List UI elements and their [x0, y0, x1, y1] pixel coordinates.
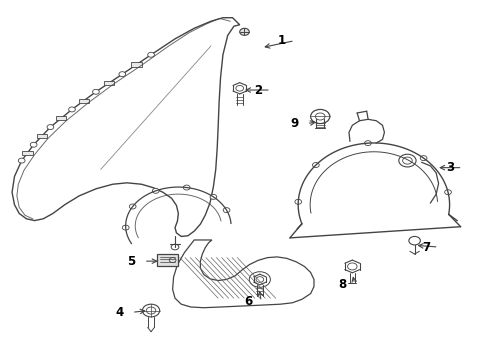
- Bar: [79, 99, 89, 103]
- Text: 7: 7: [421, 240, 429, 253]
- Circle shape: [183, 185, 190, 190]
- Bar: [37, 134, 47, 138]
- Bar: [56, 116, 66, 120]
- Text: 8: 8: [337, 278, 346, 291]
- Circle shape: [152, 188, 159, 193]
- Text: 2: 2: [254, 84, 262, 96]
- Text: 4: 4: [115, 306, 123, 319]
- Circle shape: [239, 28, 249, 35]
- Circle shape: [129, 204, 136, 209]
- Text: 6: 6: [244, 295, 252, 308]
- Circle shape: [92, 89, 99, 94]
- Bar: [103, 81, 114, 85]
- Text: 9: 9: [289, 117, 298, 130]
- Circle shape: [142, 304, 160, 317]
- Circle shape: [223, 208, 229, 213]
- Circle shape: [147, 52, 154, 57]
- Bar: [22, 150, 33, 155]
- Circle shape: [419, 156, 426, 161]
- Bar: [131, 62, 142, 67]
- Circle shape: [312, 163, 319, 167]
- Circle shape: [18, 158, 25, 163]
- Circle shape: [310, 109, 329, 123]
- Circle shape: [119, 72, 125, 77]
- Circle shape: [122, 225, 129, 230]
- Circle shape: [68, 107, 75, 112]
- Text: 5: 5: [127, 255, 135, 267]
- Circle shape: [364, 141, 370, 145]
- Circle shape: [294, 199, 301, 204]
- Circle shape: [30, 142, 37, 147]
- Circle shape: [210, 194, 216, 199]
- Circle shape: [444, 190, 450, 195]
- Circle shape: [408, 237, 420, 245]
- Circle shape: [47, 125, 54, 130]
- Bar: [157, 255, 178, 266]
- Text: 1: 1: [278, 34, 285, 47]
- Text: 3: 3: [445, 161, 453, 174]
